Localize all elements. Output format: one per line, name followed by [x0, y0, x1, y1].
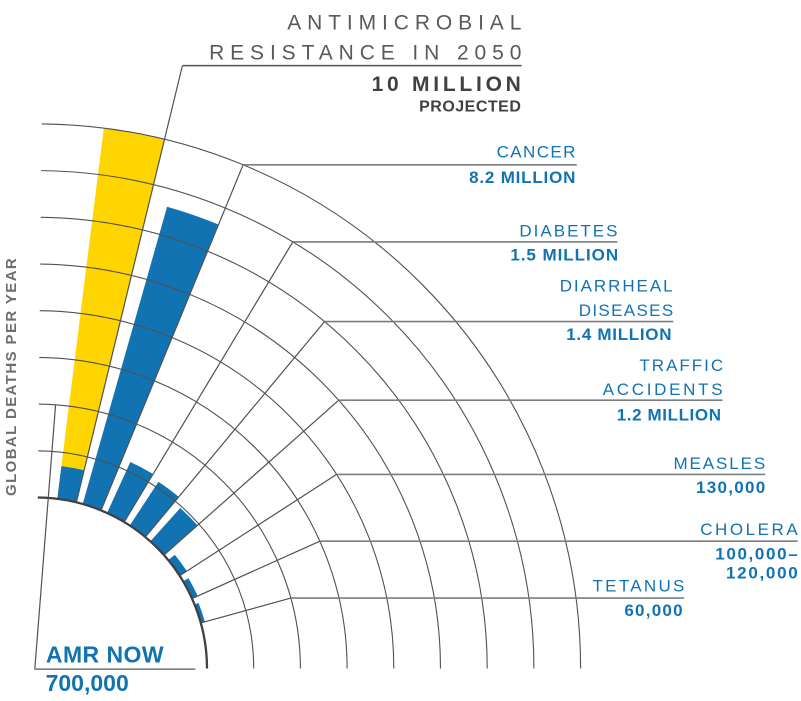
svg-text:RESISTANCE IN 2050: RESISTANCE IN 2050 [209, 42, 527, 65]
svg-text:DIARRHEAL: DIARRHEAL [560, 276, 675, 295]
svg-text:60,000: 60,000 [624, 601, 684, 620]
svg-text:CHOLERA: CHOLERA [700, 520, 800, 539]
svg-text:700,000: 700,000 [46, 670, 129, 696]
svg-text:DISEASES: DISEASES [579, 301, 675, 320]
svg-text:TRAFFIC: TRAFFIC [639, 356, 725, 375]
svg-text:1.4 MILLION: 1.4 MILLION [566, 325, 672, 344]
svg-text:ANTIMICROBIAL: ANTIMICROBIAL [287, 12, 527, 35]
svg-text:10 MILLION: 10 MILLION [372, 73, 525, 96]
svg-text:DIABETES: DIABETES [519, 222, 619, 241]
svg-text:AMR NOW: AMR NOW [46, 642, 164, 668]
svg-text:TETANUS: TETANUS [593, 577, 687, 596]
svg-text:PROJECTED: PROJECTED [419, 98, 521, 115]
svg-text:130,000: 130,000 [696, 478, 767, 497]
svg-text:1.5 MILLION: 1.5 MILLION [510, 246, 619, 265]
svg-text:1.2 MILLION: 1.2 MILLION [617, 405, 722, 424]
svg-text:MEASLES: MEASLES [673, 454, 767, 473]
svg-text:ACCIDENTS: ACCIDENTS [603, 380, 726, 399]
svg-text:CANCER: CANCER [497, 143, 577, 162]
svg-text:100,000–: 100,000– [715, 545, 799, 564]
svg-text:8.2 MILLION: 8.2 MILLION [469, 168, 576, 187]
svg-text:GLOBAL DEATHS PER YEAR: GLOBAL DEATHS PER YEAR [3, 257, 20, 496]
svg-text:120,000: 120,000 [726, 564, 799, 583]
